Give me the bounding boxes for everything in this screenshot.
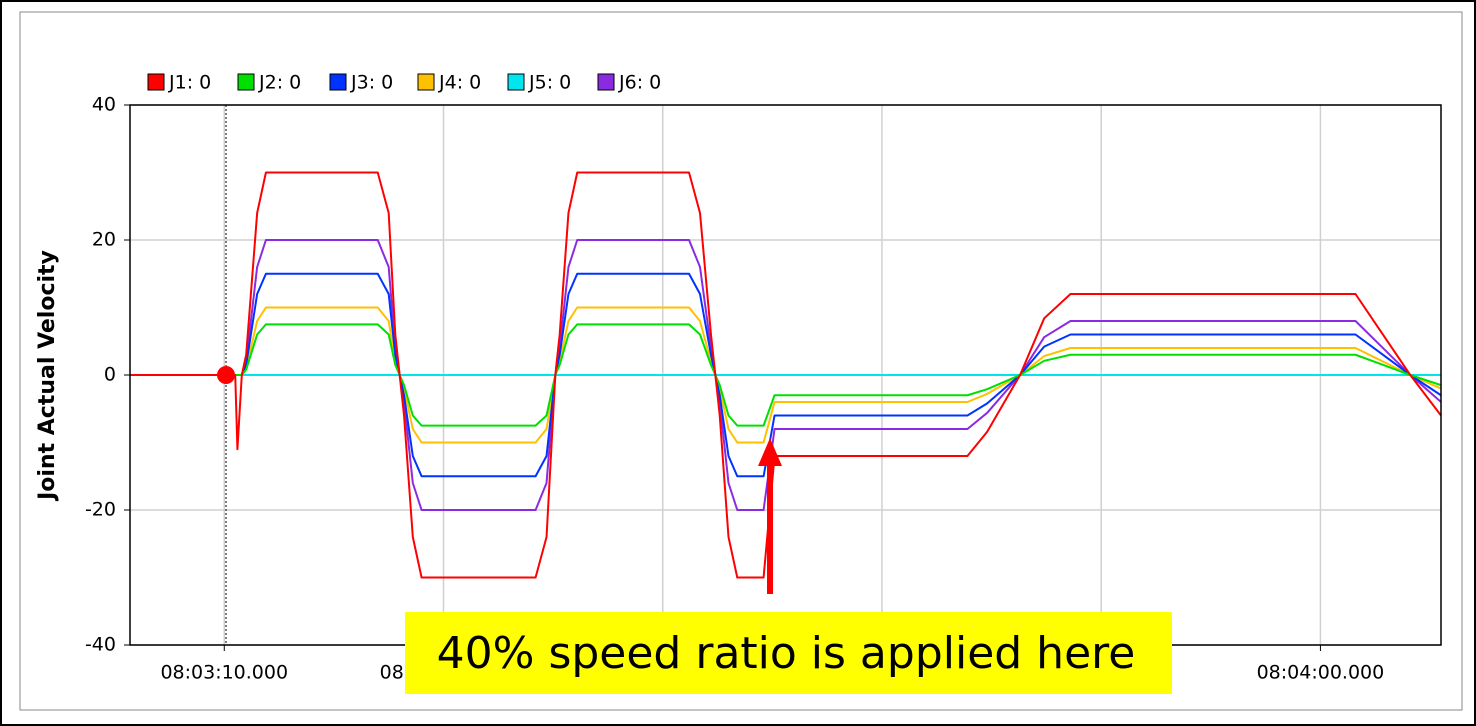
series-line <box>130 171 1442 579</box>
legend-swatch <box>237 73 255 91</box>
y-tick-label: 20 <box>92 229 116 251</box>
legend-swatch <box>329 73 347 91</box>
legend-label: J6: 0 <box>618 72 661 94</box>
annotation-arrowhead <box>758 438 782 466</box>
annotation-text: 40% speed ratio is applied here <box>437 628 1136 679</box>
legend-swatch <box>417 73 435 91</box>
y-tick-label: -20 <box>85 499 116 521</box>
annotation-box <box>405 612 1172 694</box>
series-line <box>130 306 1442 444</box>
legend: J1: 0 J2: 0 J3: 0 J4: 0 J5: 0 J6: 0 <box>147 72 661 94</box>
legend-label: J4: 0 <box>438 72 481 94</box>
y-tick-label: 0 <box>104 364 116 386</box>
legend-label: J3: 0 <box>350 72 393 94</box>
legend-label: J2: 0 <box>258 72 301 94</box>
legend-swatch <box>507 73 525 91</box>
x-tick-label: 08:03:10.000 <box>160 662 288 684</box>
legend-swatch <box>597 73 615 91</box>
series-line <box>130 323 1442 427</box>
panel <box>19 11 1463 711</box>
series-line <box>130 239 1442 511</box>
x-tick-label: 08:04:00.000 <box>1257 662 1385 684</box>
y-tick-label: -40 <box>85 634 116 656</box>
cursor-marker <box>217 366 235 384</box>
y-axis-label: Joint Actual Velocity <box>35 250 60 502</box>
lines <box>130 171 1442 579</box>
series-line <box>130 272 1442 478</box>
legend-swatch <box>147 73 165 91</box>
y-tick-label: 40 <box>92 94 116 116</box>
legend-label: J5: 0 <box>528 72 571 94</box>
legend-label: J1: 0 <box>168 72 211 94</box>
